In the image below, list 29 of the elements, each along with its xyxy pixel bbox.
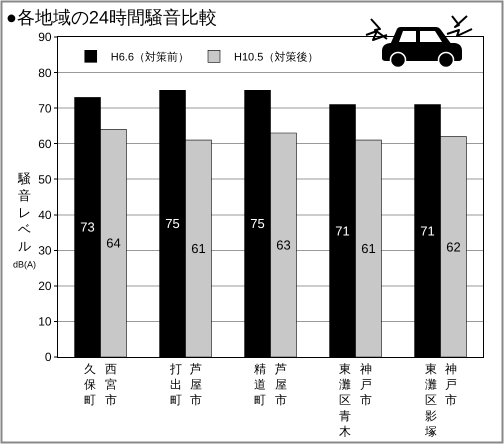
y-tick-label: 80	[38, 66, 52, 80]
y-tick-label: 70	[38, 101, 52, 116]
data-label: 71	[335, 223, 350, 238]
legend-label: H6.6（対策前）	[110, 50, 189, 64]
data-label: 71	[420, 223, 435, 238]
y-tick-label: 30	[38, 244, 52, 258]
y-axis-title: 騒音レベルdB(A)	[13, 171, 36, 270]
legend-label: H10.5（対策後）	[234, 50, 318, 64]
category-label: 神戸市東灘区影塚	[425, 362, 457, 438]
y-tick-label: 0	[44, 350, 52, 364]
y-tick-label: 60	[38, 136, 52, 151]
category-label: 西宮市久保町	[84, 362, 117, 408]
data-label: 62	[446, 239, 461, 254]
y-tick-label: 50	[38, 172, 52, 186]
y-tick-label: 10	[38, 314, 52, 329]
category-label: 芦屋市打出町	[170, 362, 202, 408]
data-label: 75	[250, 216, 265, 232]
data-label: 64	[106, 236, 121, 251]
data-label: 61	[191, 241, 206, 256]
y-tick-label: 40	[38, 208, 52, 222]
category-label: 神戸市東灘区青木	[339, 362, 372, 438]
category-label: 芦屋市精道町	[254, 362, 287, 408]
y-tick-label: 90	[38, 30, 52, 44]
data-label: 61	[361, 241, 376, 256]
data-label: 63	[276, 238, 291, 252]
chart-title: ●各地域の24時間騒音比較	[6, 7, 217, 28]
data-label: 75	[165, 216, 180, 232]
y-tick-label: 20	[38, 279, 52, 294]
data-label: 73	[80, 220, 95, 235]
